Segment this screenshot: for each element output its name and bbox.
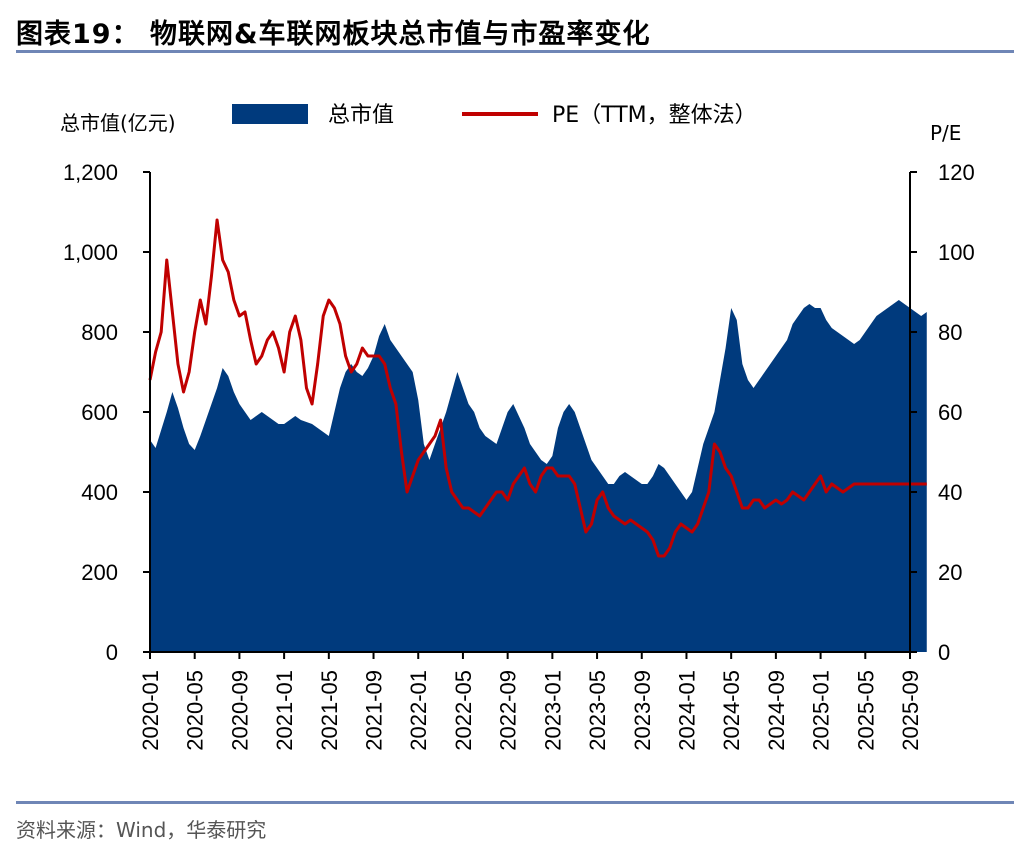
right-tick-label: 40 bbox=[938, 480, 962, 505]
left-tick-label: 600 bbox=[81, 400, 118, 425]
x-tick-label: 2020-01 bbox=[138, 670, 163, 751]
x-tick-label: 2022-05 bbox=[451, 670, 476, 751]
x-tick-label: 2025-09 bbox=[898, 670, 923, 751]
legend-label-pe: PE（TTM，整体法） bbox=[552, 103, 757, 128]
right-tick-label: 80 bbox=[938, 320, 962, 345]
top-divider bbox=[16, 50, 1014, 53]
legend-swatch-market-cap bbox=[232, 104, 308, 124]
source-note: 资料来源：Wind，华泰研究 bbox=[16, 818, 267, 842]
x-tick-label: 2025-05 bbox=[853, 670, 878, 751]
x-tick-label: 2021-05 bbox=[317, 670, 342, 751]
left-tick-label: 0 bbox=[106, 640, 118, 665]
left-tick-label: 200 bbox=[81, 560, 118, 585]
x-tick-label: 2023-09 bbox=[630, 670, 655, 751]
left-tick-label: 800 bbox=[81, 320, 118, 345]
right-tick-label: 20 bbox=[938, 560, 962, 585]
pe-line bbox=[148, 218, 927, 558]
left-tick-label: 400 bbox=[81, 480, 118, 505]
x-tick-label: 2021-09 bbox=[362, 670, 387, 751]
market-cap-series bbox=[150, 300, 927, 652]
page-title: 图表19： 物联网&车联网板块总市值与市盈率变化 bbox=[16, 19, 651, 50]
x-tick-label: 2021-01 bbox=[272, 670, 297, 751]
x-tick-label: 2023-01 bbox=[540, 670, 565, 751]
x-tick-label: 2022-09 bbox=[496, 670, 521, 751]
x-tick-label: 2024-01 bbox=[674, 670, 699, 751]
left-axis-label: 总市值(亿元) bbox=[60, 111, 176, 135]
x-tick-label: 2024-05 bbox=[719, 670, 744, 751]
axes: 0 200 400 600 800 1,000 1,200 0 20 40 60 80 100 120 20… bbox=[63, 160, 975, 751]
x-tick-label: 2025-01 bbox=[809, 670, 834, 751]
market-cap-area bbox=[150, 300, 927, 652]
x-tick-label: 2023-05 bbox=[585, 670, 610, 751]
bottom-divider bbox=[16, 801, 1014, 804]
x-tick-label: 2020-05 bbox=[183, 670, 208, 751]
left-tick-label: 1,200 bbox=[63, 160, 118, 185]
right-axis-label: P/E bbox=[930, 121, 961, 145]
x-tick-label: 2020-09 bbox=[227, 670, 252, 751]
right-tick-label: 120 bbox=[938, 160, 975, 185]
x-tick-label: 2022-01 bbox=[406, 670, 431, 751]
right-tick-label: 60 bbox=[938, 400, 962, 425]
right-tick-label: 100 bbox=[938, 240, 975, 265]
legend-label-market-cap: 总市值 bbox=[328, 103, 394, 128]
left-tick-label: 1,000 bbox=[63, 240, 118, 265]
right-tick-label: 0 bbox=[938, 640, 950, 665]
pe-series bbox=[148, 218, 927, 558]
x-tick-label: 2024-09 bbox=[764, 670, 789, 751]
